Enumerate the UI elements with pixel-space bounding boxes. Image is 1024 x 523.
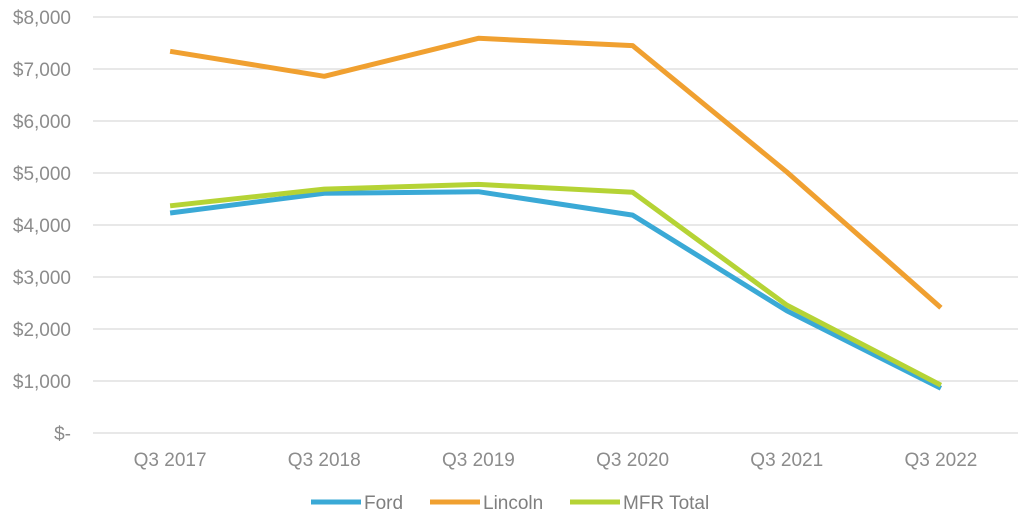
x-tick-label: Q3 2017 [134,450,207,471]
series-line-mfr-total [169,181,943,388]
y-axis-tick-labels: $- $1,000 $2,000 $3,000 $4,000 $5,000 $6,000 $7… [13,8,71,445]
y-tick-label: $3,000 [13,268,71,289]
y-tick-label: $4,000 [13,216,71,237]
y-tick-label: $5,000 [13,164,71,185]
series-lines [169,35,943,391]
y-tick-label: $8,000 [13,8,71,29]
y-tick-label: $1,000 [13,372,71,393]
x-tick-label: Q3 2021 [750,450,823,471]
gridlines [93,16,1018,434]
legend-label-lincoln: Lincoln [483,493,543,514]
legend-label-mfr-total: MFR Total [623,493,709,514]
x-tick-label: Q3 2020 [596,450,669,471]
x-tick-label: Q3 2018 [288,450,361,471]
y-tick-label: $6,000 [13,112,71,133]
legend: Ford Lincoln MFR Total [311,493,709,514]
x-tick-label: Q3 2022 [904,450,977,471]
x-tick-label: Q3 2019 [442,450,515,471]
series-line-lincoln [169,35,943,310]
y-tick-label: $2,000 [13,320,71,341]
x-axis-tick-labels: Q3 2017 Q3 2018 Q3 2019 Q3 2020 Q3 2021 Q3 20… [134,450,978,471]
series-line-ford [169,189,943,391]
y-tick-label: $- [54,424,71,445]
y-tick-label: $7,000 [13,60,71,81]
legend-label-ford: Ford [364,493,403,514]
